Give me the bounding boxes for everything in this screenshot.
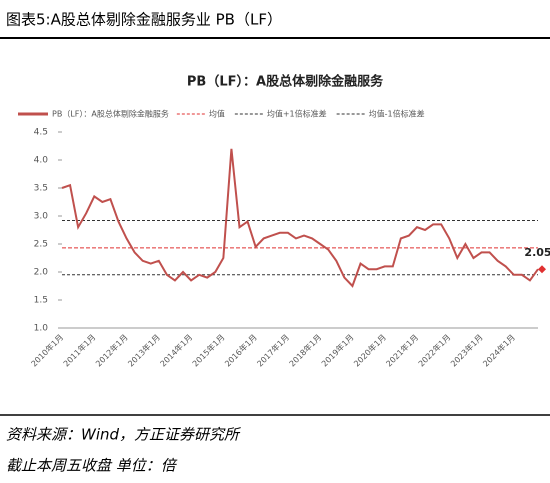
note: 截止本周五收盘 单位：倍: [6, 457, 178, 475]
y-tick-label: 4.5: [34, 128, 48, 138]
x-tick-label: 2014年1月: [158, 332, 194, 368]
x-tick-label: 2013年1月: [126, 332, 162, 368]
chart-title: PB（LF）：A股总体剔除金融服务: [187, 74, 384, 90]
y-tick-label: 3.5: [34, 184, 48, 194]
line-series: [61, 148, 539, 288]
y-tick-label: 3.0: [34, 212, 49, 222]
x-tick-label: 2018年1月: [287, 332, 323, 368]
x-tick-label: 2010年1月: [29, 332, 65, 368]
x-tick-label: 2022年1月: [416, 332, 452, 368]
y-tick-label: 4.0: [34, 156, 49, 166]
y-tick-label: 1.0: [34, 324, 49, 334]
x-tick-label: 2021年1月: [384, 332, 420, 368]
x-tick-label: 2024年1月: [481, 332, 517, 368]
x-tick-label: 2011年1月: [61, 332, 97, 368]
legend-label: 均值+1倍标准差: [267, 109, 327, 119]
legend-label: 均值: [209, 109, 225, 119]
y-tick-label: 1.5: [34, 296, 48, 306]
y-tick-label: 2.5: [34, 240, 48, 250]
x-tick-label: 2019年1月: [319, 332, 355, 368]
header-title: 图表5:A股总体剔除金融服务业 PB（LF）: [6, 11, 282, 29]
x-tick-label: 2020年1月: [352, 332, 388, 368]
annotation: 2.05: [524, 246, 550, 259]
last-point-marker: [538, 265, 546, 274]
x-tick-label: 2016年1月: [222, 332, 258, 368]
y-tick-label: 2.0: [34, 268, 49, 278]
x-tick-label: 2017年1月: [255, 332, 291, 368]
legend-label: PB（LF）：A股总体剔除金融服务: [52, 109, 169, 119]
legend-label: 均值-1倍标准差: [369, 109, 425, 119]
x-tick-label: 2023年1月: [448, 332, 484, 368]
x-tick-label: 2012年1月: [93, 332, 129, 368]
source: 资料来源：Wind，方正证券研究所: [6, 426, 241, 444]
x-tick-label: 2015年1月: [190, 332, 226, 368]
